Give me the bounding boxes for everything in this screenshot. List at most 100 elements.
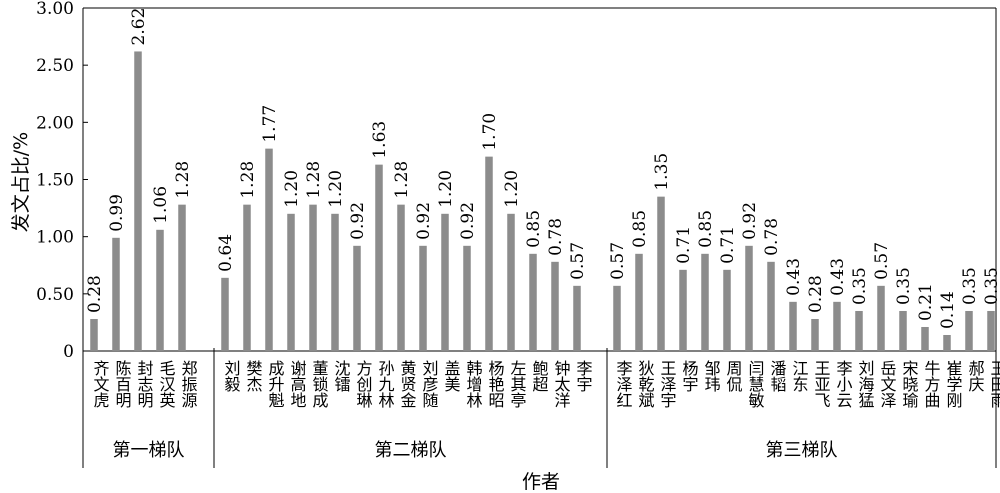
data-label: 0.35 (894, 267, 914, 305)
data-label: 1.28 (392, 161, 412, 199)
bar (507, 213, 515, 351)
y-axis-title: 发文占比/% (10, 132, 32, 232)
category-label: 成升魁 (266, 360, 285, 408)
bar (441, 213, 449, 351)
category-label: 邹玮 (702, 360, 721, 392)
category-label: 孙九林 (376, 360, 395, 408)
x-axis-title: 作者 (522, 471, 560, 493)
data-label: 0.64 (216, 234, 236, 272)
category-label: 牛方曲 (922, 360, 941, 408)
data-label: 0.14 (938, 291, 958, 329)
category-label: 左其亭 (508, 360, 527, 408)
bar (613, 285, 621, 351)
bar (287, 213, 295, 351)
y-tick-label: 2.50 (36, 56, 74, 76)
data-label: 1.35 (652, 153, 672, 191)
category-label: 陈百明 (113, 360, 132, 409)
data-label: 0.43 (828, 258, 848, 296)
category-label: 李泽红 (614, 360, 633, 408)
category-label: 刘海猛 (856, 360, 875, 409)
data-label: 1.77 (260, 105, 280, 143)
y-tick-label: 2.00 (36, 113, 74, 133)
bar (679, 269, 687, 351)
bar (573, 285, 581, 351)
bar (987, 310, 995, 351)
data-label: 0.92 (740, 202, 760, 240)
bar (156, 229, 164, 351)
category-label: 齐文虎 (91, 360, 110, 408)
category-label: 董锁成 (310, 360, 329, 409)
data-label: 0.28 (85, 275, 105, 313)
bar (221, 277, 229, 351)
y-tick-label: 0.50 (36, 285, 74, 305)
category-label: 杨宇 (680, 360, 699, 392)
bar (112, 237, 120, 351)
category-label: 岳文泽 (878, 360, 897, 408)
category-label: 樊杰 (244, 360, 263, 392)
bars (90, 51, 995, 352)
data-label: 0.21 (916, 283, 936, 321)
data-label: 1.20 (326, 170, 346, 208)
y-axis-ticks: 0 0.50 1.00 1.50 2.00 2.50 3.00 (36, 0, 88, 362)
data-label: 0.92 (414, 202, 434, 240)
data-label: 0.85 (630, 210, 650, 248)
data-label: 1.28 (304, 161, 324, 199)
bar (635, 253, 643, 351)
category-label: 杨艳昭 (486, 360, 505, 408)
data-label: 1.63 (370, 121, 390, 159)
bar (331, 213, 339, 351)
group-label: 第三梯队 (766, 440, 838, 461)
category-label: 闫慧敏 (746, 360, 765, 409)
category-label: 宋晓瑜 (900, 360, 919, 409)
bar (965, 310, 973, 351)
bar (134, 51, 142, 352)
data-label: 1.20 (282, 170, 302, 208)
bar (855, 310, 863, 351)
category-label: 方创琳 (354, 360, 373, 408)
bar (485, 156, 493, 351)
bar (943, 334, 951, 351)
data-label: 0.35 (850, 267, 870, 305)
bar (243, 204, 251, 351)
data-label: 0.71 (674, 226, 694, 264)
category-label: 王田雨 (988, 360, 1000, 409)
bar (899, 310, 907, 351)
category-label: 毛汉英 (157, 360, 176, 408)
category-label: 鲍超 (530, 360, 549, 392)
bar (90, 318, 98, 351)
group-label: 第二梯队 (375, 440, 447, 461)
bar (921, 326, 929, 351)
category-label: 刘彦随 (420, 360, 439, 408)
plot-frame (82, 7, 997, 468)
category-label: 崔学刚 (944, 360, 963, 409)
category-label: 钟太洋 (552, 360, 571, 408)
data-label: 0.57 (608, 242, 628, 280)
y-tick-label: 1.50 (36, 171, 74, 191)
bar (353, 245, 361, 351)
bar (309, 204, 317, 351)
group-labels: 第一梯队 第二梯队 第三梯队 (113, 348, 838, 468)
category-label: 郑振源 (179, 360, 198, 409)
category-label: 江东 (790, 360, 809, 392)
data-label: 1.06 (151, 186, 171, 224)
bar (529, 253, 537, 351)
data-label: 0.85 (524, 210, 544, 248)
bar (178, 204, 186, 351)
category-label: 李小云 (834, 360, 853, 408)
bar (397, 204, 405, 351)
data-label: 0.57 (872, 242, 892, 280)
bar (811, 318, 819, 351)
data-label: 0.28 (806, 275, 826, 313)
bar (789, 301, 797, 351)
category-label: 王亚飞 (812, 360, 831, 408)
category-label: 刘毅 (222, 360, 241, 393)
bar (551, 261, 559, 351)
group-label: 第一梯队 (113, 440, 185, 461)
bar (265, 148, 273, 351)
data-label: 0.43 (784, 258, 804, 296)
bar (657, 196, 665, 351)
y-tick-label: 3.00 (36, 0, 74, 19)
bar (701, 253, 709, 351)
